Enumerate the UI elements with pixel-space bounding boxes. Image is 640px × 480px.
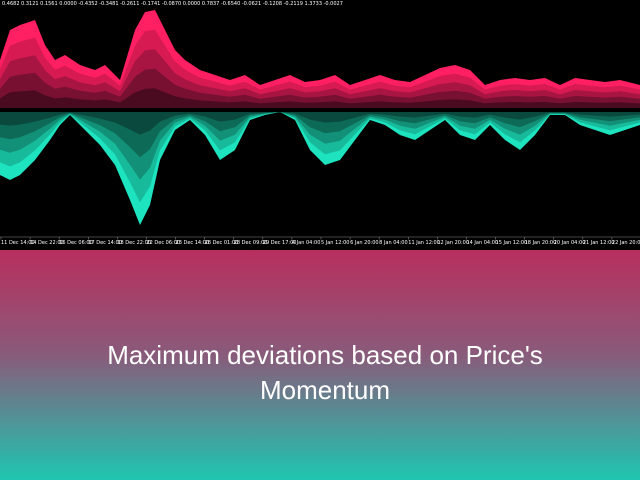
time-label: 14 Jan 04:00 [466, 240, 498, 246]
banner [0, 250, 640, 480]
time-label: 29 Dec 17:00 [263, 240, 297, 246]
time-label: 12 Jan 20:00 [437, 240, 469, 246]
time-label: 17 Dec 14:00 [88, 240, 122, 246]
caption-line: Maximum deviations based on Price's [107, 340, 543, 370]
time-label: 15 Jan 12:00 [496, 240, 528, 246]
caption-line: Momentum [260, 375, 390, 405]
indicator-values: 0.4682 0.3121 0.1561 0.0000 -0.4352 -0.3… [2, 1, 343, 7]
time-label: 14 Dec 22:00 [30, 240, 64, 246]
time-label: 18 Jan 20:00 [525, 240, 557, 246]
time-label: 4 Jan 04:00 [292, 240, 320, 246]
time-label: 18 Dec 22:00 [117, 240, 151, 246]
time-label: 11 Dec 14:00 [1, 240, 35, 246]
time-label: 23 Dec 14:00 [176, 240, 210, 246]
time-label: 11 Jan 12:00 [408, 240, 440, 246]
time-label: 6 Jan 20:00 [350, 240, 378, 246]
time-label: 21 Jan 12:00 [583, 240, 615, 246]
time-label: 20 Jan 04:00 [554, 240, 586, 246]
time-label: 16 Dec 06:00 [59, 240, 93, 246]
time-label: 28 Dec 09:00 [234, 240, 268, 246]
time-label: 5 Jan 12:00 [321, 240, 349, 246]
time-label: 8 Jan 04:00 [379, 240, 407, 246]
time-label: 22 Jan 20:00 [612, 240, 640, 246]
time-label: 22 Dec 06:00 [146, 240, 180, 246]
time-label: 28 Dec 01:00 [205, 240, 239, 246]
